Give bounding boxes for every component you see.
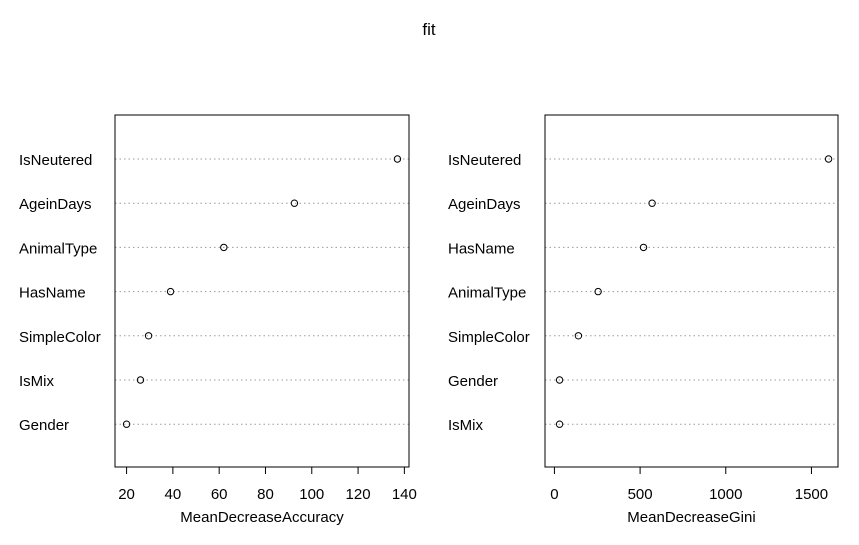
- category-label: IsNeutered: [19, 152, 92, 169]
- data-point: [393, 155, 402, 163]
- category-label: Gender: [448, 373, 498, 390]
- data-point: [594, 287, 602, 296]
- x-tick-label: 40: [165, 486, 182, 503]
- x-tick-label: 60: [211, 486, 228, 503]
- x-tick-label: 500: [628, 486, 653, 503]
- category-label: Gender: [19, 417, 69, 434]
- category-label: AgeinDays: [448, 196, 521, 213]
- data-point: [144, 332, 153, 340]
- x-tick-label: 20: [118, 486, 135, 503]
- panel-2: IsNeutered AgeinDays HasName AnimalType Simp…: [448, 114, 839, 526]
- x-tick-label: 80: [257, 486, 274, 503]
- category-label: AnimalType: [19, 240, 97, 257]
- x-tick-label: 1500: [795, 486, 828, 503]
- data-point: [574, 332, 583, 340]
- x-tick-label: 120: [346, 486, 371, 503]
- category-label: IsNeutered: [448, 152, 521, 169]
- data-point: [166, 287, 175, 296]
- category-label: AnimalType: [448, 285, 526, 302]
- category-label: SimpleColor: [448, 329, 530, 346]
- data-point: [290, 199, 299, 207]
- x-tick-label: 1000: [709, 486, 742, 503]
- data-point: [824, 155, 833, 163]
- category-label: IsMix: [19, 373, 54, 390]
- plot-frame: [114, 114, 410, 468]
- panel-1: IsNeutered AgeinDays AnimalType HasName Simp…: [19, 114, 417, 526]
- category-label: HasName: [19, 285, 86, 302]
- x-axis-label: MeanDecreaseAccuracy: [180, 509, 344, 526]
- data-point: [136, 376, 145, 384]
- x-tick-label: 0: [550, 486, 558, 503]
- category-label: HasName: [448, 240, 515, 257]
- category-label: AgeinDays: [19, 196, 92, 213]
- figure-title: fit: [422, 20, 436, 39]
- x-axis-label: MeanDecreaseGini: [627, 509, 755, 526]
- data-point: [555, 420, 564, 428]
- plot-panels: IsNeutered AgeinDays AnimalType HasName Simp…: [19, 114, 839, 526]
- data-point: [122, 420, 131, 428]
- data-point: [648, 199, 656, 207]
- category-label: SimpleColor: [19, 329, 101, 346]
- category-label: IsMix: [448, 417, 483, 434]
- x-tick-label: 100: [299, 486, 324, 503]
- plot-frame: [544, 114, 839, 468]
- x-tick-label: 140: [392, 486, 417, 503]
- data-point: [220, 243, 228, 252]
- data-point: [639, 243, 648, 252]
- data-point: [555, 376, 564, 384]
